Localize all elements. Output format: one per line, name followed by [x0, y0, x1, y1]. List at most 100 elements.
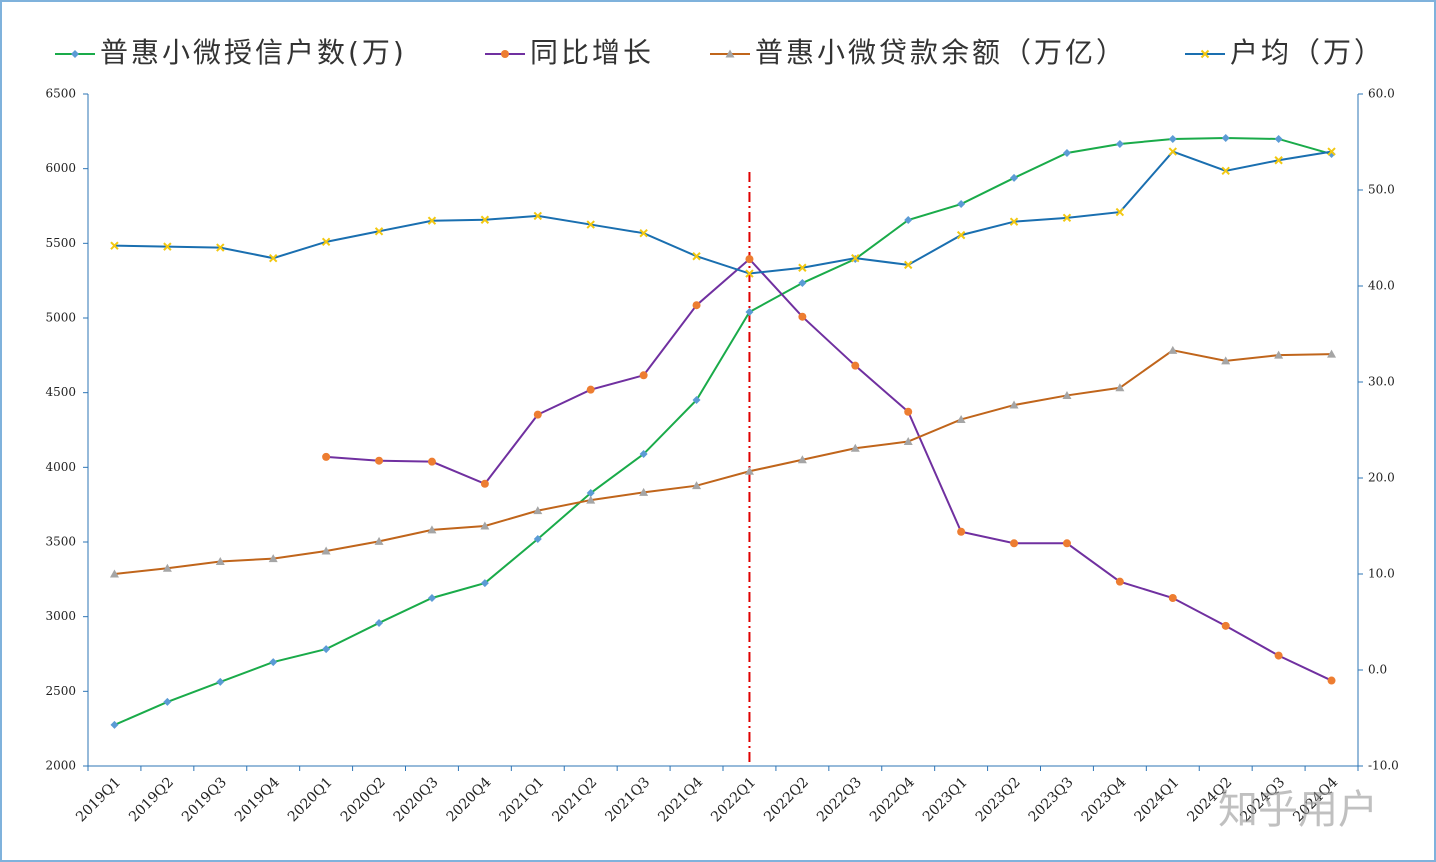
point: [1009, 217, 1019, 226]
x-tick-label: 2022Q4: [867, 774, 918, 825]
point: [322, 452, 331, 461]
point: [1115, 577, 1124, 586]
x-tick-label: 2021Q3: [602, 774, 653, 825]
point: [1115, 207, 1125, 217]
x-tick-label: 2024Q1: [1132, 774, 1183, 825]
point: [1327, 676, 1336, 685]
point: [1327, 147, 1336, 156]
point: [427, 216, 437, 225]
y-tick-label: 6000: [45, 161, 76, 175]
y2-tick-label: 50.0: [1368, 183, 1395, 197]
point: [1168, 345, 1178, 354]
legend-label: 同比增长: [530, 36, 654, 69]
point: [480, 479, 489, 488]
y2-tick-label: 10.0: [1368, 567, 1395, 581]
y2-tick-label: 0.0: [1368, 663, 1387, 677]
series-line: [114, 137, 1332, 726]
point: [1327, 349, 1337, 358]
point: [798, 312, 807, 321]
y-tick-label: 3500: [45, 535, 76, 549]
point: [1221, 621, 1230, 630]
point: [692, 395, 701, 404]
point: [375, 456, 384, 465]
point: [427, 457, 436, 466]
point: [1274, 156, 1283, 165]
y-tick-label: 4500: [45, 385, 76, 399]
y2-tick-label: 40.0: [1368, 279, 1395, 293]
x-tick-label: 2020Q3: [391, 774, 442, 825]
point: [1062, 213, 1072, 223]
point: [956, 230, 966, 240]
watermark: 知乎用户: [1218, 787, 1378, 833]
x-tick-label: 2019Q2: [126, 774, 177, 825]
series-line: [114, 150, 1332, 275]
point: [745, 255, 754, 264]
x-tick-label: 2021Q4: [655, 774, 706, 825]
point: [639, 450, 648, 459]
point: [798, 263, 807, 272]
point: [1221, 166, 1230, 176]
y-tick-label: 2500: [45, 684, 76, 698]
y-tick-label: 4000: [45, 460, 76, 474]
point: [1168, 594, 1177, 602]
legend-label: 户均（万）: [1230, 36, 1385, 69]
y-tick-label: 6500: [45, 87, 76, 101]
x-tick-label: 2019Q1: [73, 774, 124, 825]
x-tick-label: 2020Q4: [444, 774, 495, 825]
y-tick-label: 2000: [45, 759, 76, 773]
point: [1062, 539, 1071, 548]
point: [957, 200, 966, 209]
y2-tick-label: -10.0: [1368, 759, 1399, 773]
point: [163, 242, 172, 251]
point: [692, 481, 702, 490]
legend-label: 普惠小微授信户数(万): [100, 36, 407, 69]
point: [480, 521, 490, 530]
point: [480, 579, 489, 588]
point: [1062, 390, 1072, 399]
point: [533, 211, 542, 221]
series-line: [114, 349, 1332, 575]
point: [851, 361, 860, 370]
point: [586, 220, 595, 229]
point: [109, 569, 119, 578]
y2-tick-label: 30.0: [1368, 375, 1395, 389]
point: [957, 527, 966, 536]
x-tick-label: 2020Q2: [338, 774, 389, 825]
point: [268, 554, 278, 563]
point: [71, 50, 79, 58]
y-tick-label: 5000: [45, 311, 76, 325]
point: [1168, 147, 1177, 156]
point: [216, 243, 225, 252]
point: [797, 455, 807, 464]
point: [216, 677, 225, 686]
point: [904, 260, 913, 270]
x-tick-label: 2022Q2: [761, 774, 812, 825]
point: [586, 495, 596, 504]
x-tick-label: 2023Q2: [973, 774, 1024, 825]
point: [745, 308, 754, 317]
point: [586, 489, 595, 498]
point: [269, 253, 278, 263]
point: [269, 658, 278, 667]
point: [1115, 383, 1125, 392]
point: [639, 228, 648, 238]
x-tick-label: 2021Q1: [497, 774, 548, 825]
point: [501, 50, 509, 58]
point: [904, 216, 913, 225]
point: [744, 466, 754, 475]
point: [427, 525, 437, 534]
point: [321, 237, 331, 247]
point: [903, 437, 913, 446]
x-tick-label: 2020Q1: [285, 774, 336, 825]
point: [162, 563, 172, 572]
point: [904, 407, 913, 416]
point: [374, 536, 384, 545]
series-line: [326, 257, 1332, 682]
point: [1115, 140, 1124, 149]
point: [725, 49, 735, 58]
point: [1009, 400, 1019, 409]
point: [163, 697, 172, 706]
point: [1274, 134, 1283, 143]
